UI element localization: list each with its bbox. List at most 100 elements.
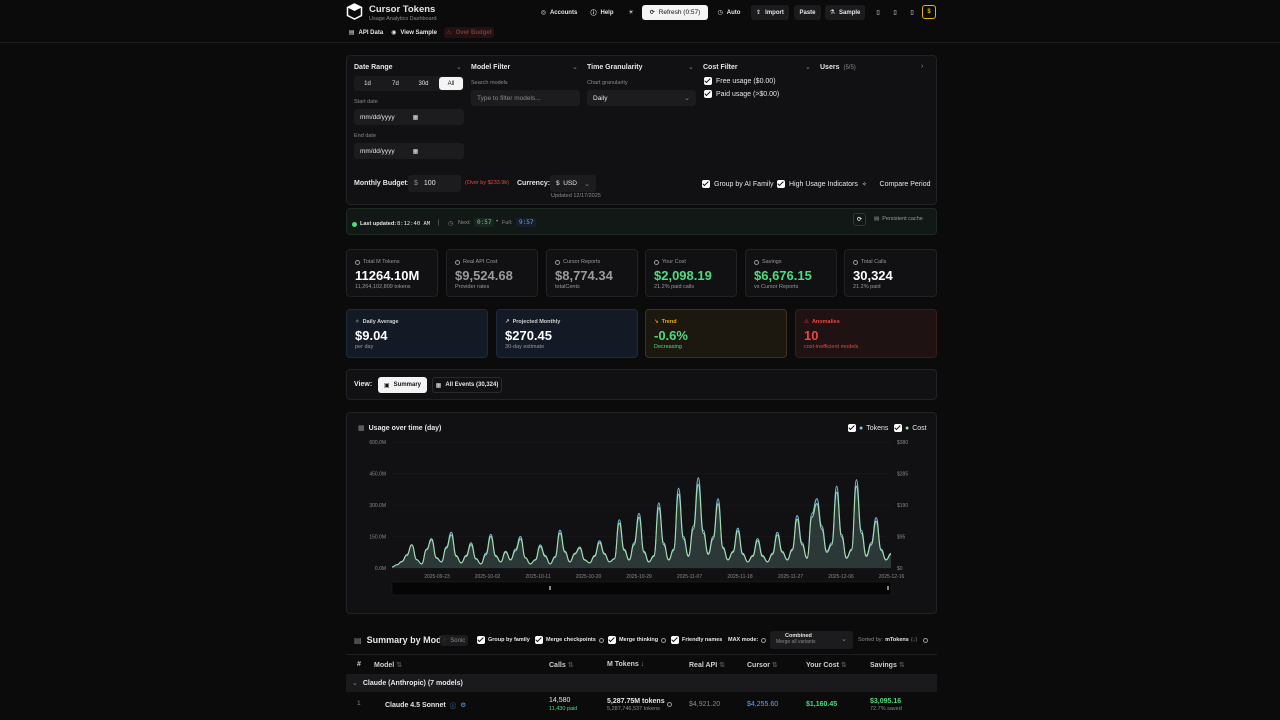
highlight-value: $9.04 <box>355 328 388 343</box>
highlight-value: -0.6% <box>654 328 688 343</box>
help-icon: ⓘ <box>590 11 597 17</box>
theme-toggle-button[interactable]: ☀ <box>624 6 638 19</box>
stat-sub: totalCents <box>555 284 580 290</box>
file-icon-1[interactable]: ▯ <box>876 10 880 16</box>
calendar-icon: ▦ <box>435 382 442 389</box>
group-row[interactable]: ⌄ Claude (Anthropic) (7 models) <box>346 674 937 692</box>
accounts-button[interactable]: ◎ Accounts <box>540 9 578 17</box>
free-usage-checkbox[interactable]: Free usage ($0.00) <box>704 77 776 85</box>
row-calls: 14,580 <box>549 697 571 704</box>
column-header[interactable]: Calls ⇅ <box>549 662 574 669</box>
group-family-checkbox[interactable]: Group by AI Family <box>702 180 774 188</box>
column-header[interactable]: Model ⇅ <box>374 662 403 669</box>
usage-chart[interactable]: 600.0M $380 450.0M $285 300.0M $190 150.0M $95 0… <box>346 436 937 608</box>
file-icon-2[interactable]: ▯ <box>893 10 897 16</box>
paid-usage-checkbox[interactable]: Paid usage (>$0.00) <box>704 90 779 98</box>
budget-input[interactable]: $100 <box>408 175 461 192</box>
range-handle-right[interactable] <box>887 586 889 590</box>
sort-indicator[interactable]: Sorted by: mTokens (↓) <box>858 637 929 643</box>
max-mode-select[interactable]: Combined Merge all variants ⌄ <box>770 631 853 649</box>
chevron-down-icon[interactable]: ⌄ <box>688 64 694 71</box>
stat-card: Your Cost $2,098.19 21.2% paid calls <box>645 249 737 297</box>
info-icon[interactable] <box>661 637 667 643</box>
group-by-family-checkbox[interactable]: Group by family <box>477 636 530 644</box>
over-budget-text: (Over by $233.9k) <box>465 180 510 186</box>
info-icon[interactable] <box>761 637 767 643</box>
all-events-button[interactable]: ▦ All Events (30,324) <box>432 377 502 393</box>
end-date-input[interactable]: mm/dd/yyyy ▦ <box>354 143 464 159</box>
currency-select[interactable]: $ USD ⌄ <box>550 175 596 192</box>
tokens-legend-toggle[interactable]: ● Tokens <box>848 424 888 432</box>
range-handle-left[interactable] <box>549 586 551 590</box>
sync-button[interactable]: ⟳ <box>853 213 866 226</box>
budget-alert-icon[interactable]: $ <box>922 5 936 19</box>
info-icon[interactable] <box>598 637 604 643</box>
start-date-input[interactable]: mm/dd/yyyy ▦ <box>354 109 464 125</box>
upload-icon: ⇪ <box>756 10 762 16</box>
last-updated-time: 8:12:40 AM <box>397 221 431 227</box>
highlight-icon: ✧ <box>355 319 360 325</box>
range-30d-button[interactable]: 30d <box>418 80 429 87</box>
column-header[interactable]: M Tokens ↓ <box>607 661 645 668</box>
granularity-select[interactable]: Daily ⌄ <box>587 90 696 106</box>
highlight-card: ✧ Daily Average $9.04 per day <box>346 309 488 358</box>
info-icon[interactable] <box>923 637 929 643</box>
column-header: # <box>357 661 361 668</box>
auto-button[interactable]: ◷ Auto <box>717 9 741 17</box>
compare-period-button[interactable]: Compare Period <box>879 180 931 188</box>
paste-button[interactable]: Paste <box>794 5 821 20</box>
high-usage-checkbox[interactable]: High Usage Indicators ✧ <box>777 180 867 188</box>
info-icon[interactable] <box>667 702 672 707</box>
summary-view-button[interactable]: ▣ Summary <box>378 377 427 393</box>
column-header[interactable]: Real API ⇅ <box>689 662 725 669</box>
stat-label: Savings <box>754 259 828 265</box>
accounts-icon: ◎ <box>540 10 546 16</box>
column-header[interactable]: Cursor ⇅ <box>747 662 778 669</box>
flask-icon: ⚗ <box>829 10 836 16</box>
column-header[interactable]: Savings ⇅ <box>870 662 905 669</box>
chevron-right-icon[interactable]: › <box>921 63 924 70</box>
stat-icon <box>853 259 858 265</box>
merge-thinking-checkbox[interactable]: Merge thinking <box>608 636 667 644</box>
model-search-input[interactable]: Type to filter models... <box>471 90 580 106</box>
view-sample-tab[interactable]: ◉ View Sample <box>391 29 437 37</box>
refresh-button[interactable]: ⟳ Refresh (0:57) <box>642 5 708 20</box>
file-icon-3[interactable]: ▯ <box>910 10 914 16</box>
sample-button[interactable]: ⚗ Sample <box>825 5 865 20</box>
api-data-tab[interactable]: ▤ API Data <box>348 29 384 37</box>
users-filter[interactable]: Users (5/5) <box>820 64 856 71</box>
friendly-names-checkbox[interactable]: Friendly names <box>671 636 722 644</box>
chevron-down-icon[interactable]: ⌄ <box>805 64 811 71</box>
summary-icon: ▣ <box>383 382 390 389</box>
x-tick-label: 2025-10-29 <box>626 574 652 580</box>
stat-sub: vs Cursor Reports <box>754 284 799 290</box>
stat-card: Cursor Reports $8,774.34 totalCents <box>546 249 638 297</box>
over-budget-tab[interactable]: ⚠ Over Budget <box>444 27 494 38</box>
settings-icon[interactable]: ⚙ <box>460 702 467 709</box>
chevron-down-icon[interactable]: ⌄ <box>456 64 462 71</box>
sonic-toggle[interactable]: ◌ Sonic <box>440 635 468 646</box>
cost-legend-toggle[interactable]: ● Cost <box>894 424 927 432</box>
x-tick-label: 2025-10-11 <box>525 574 550 580</box>
currency-label: Currency: <box>517 180 551 187</box>
help-button[interactable]: ⓘ Help <box>590 9 614 18</box>
range-1d-button[interactable]: 1d <box>364 80 371 87</box>
calendar-icon[interactable]: ▦ <box>412 114 419 121</box>
range-7d-button[interactable]: 7d <box>392 80 399 87</box>
series-area-cost <box>392 484 891 568</box>
calendar-icon[interactable]: ▦ <box>412 148 419 155</box>
range-all-button[interactable]: All <box>439 77 463 90</box>
merge-checkpoints-checkbox[interactable]: Merge checkpoints <box>535 636 604 644</box>
info-icon[interactable]: ⓘ <box>449 703 457 710</box>
stat-value: 30,324 <box>853 268 893 283</box>
import-button[interactable]: ⇪ Import <box>751 5 789 20</box>
persistent-cache-indicator: ▤ Persistent cache <box>874 216 923 222</box>
row-savings-pct: 72.7% saved <box>870 706 902 712</box>
stat-icon <box>654 259 659 265</box>
x-tick-label: 2025-12-06 <box>828 574 854 580</box>
y-left-tick-label: 300.0M <box>369 503 386 509</box>
column-header[interactable]: Your Cost ⇅ <box>806 662 847 669</box>
summary-title: Summary by Model <box>366 635 450 645</box>
chevron-down-icon[interactable]: ⌄ <box>572 64 578 71</box>
status-dot-separator: • <box>496 219 499 225</box>
